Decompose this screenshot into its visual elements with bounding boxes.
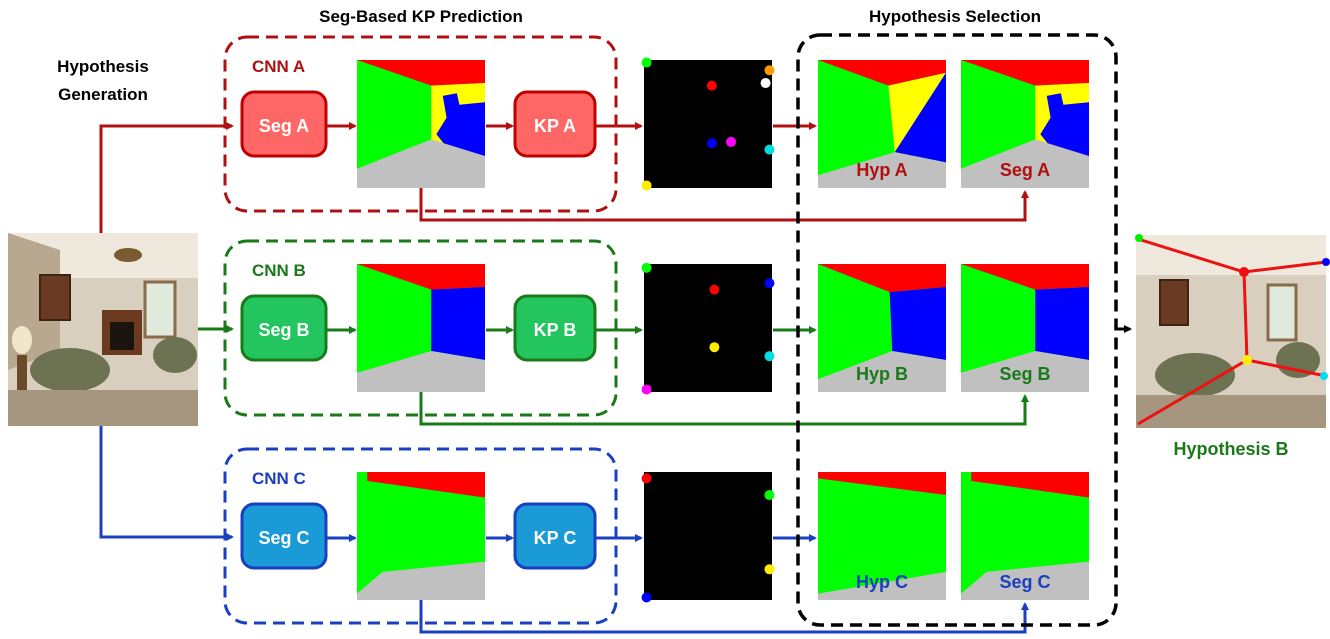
- kp-box-label-c: KP C: [534, 528, 577, 548]
- seg-map-b: [357, 264, 485, 392]
- kp-dot-b-0: [709, 284, 720, 295]
- cnn-box-a: [223, 35, 618, 213]
- hyp-sel-title: Hypothesis Selection: [869, 7, 1041, 26]
- kp-dot-a-1: [764, 65, 775, 76]
- kp-dot-c-2: [764, 564, 775, 575]
- kp-dot-c-3: [641, 592, 652, 603]
- cnn-label-a: CNN A: [252, 57, 305, 76]
- kp-map-a: [641, 57, 775, 191]
- kp-dot-a-3: [706, 138, 717, 149]
- hyp-gen-title-line2: Generation: [58, 85, 148, 104]
- kp-dot-b-3: [764, 351, 775, 362]
- cnn-box-c: [223, 447, 618, 625]
- seg-copy-label-b: Seg B: [999, 364, 1050, 384]
- row-c: CNN C Seg C KP C Hyp C Seg C: [223, 447, 1089, 634]
- hyp-map-b: [818, 264, 946, 392]
- kp-dot-a-7: [641, 180, 652, 191]
- seg-copy-label-c: Seg C: [999, 572, 1050, 592]
- cnn-label-b: CNN B: [252, 261, 306, 280]
- hyp-label-c: Hyp C: [856, 572, 908, 592]
- hyp-map-c: [818, 472, 946, 600]
- kp-dot-a-0: [706, 80, 717, 91]
- kp-dot-a-5: [764, 144, 775, 155]
- seg-copy-a: [961, 60, 1089, 188]
- kp-box-a: [513, 90, 597, 158]
- kp-dot-b-5: [641, 384, 652, 395]
- row-b: CNN B Seg B KP B Hyp B Seg B: [223, 239, 1089, 426]
- hyp-label-b: Hyp B: [856, 364, 908, 384]
- kp-dot-c-1: [764, 490, 775, 501]
- seg-box-c: [240, 502, 328, 570]
- kp-dot-b-4: [641, 262, 652, 273]
- seg-box-label-c: Seg C: [258, 528, 309, 548]
- kp-dot-a-4: [726, 136, 737, 147]
- seg-box-label-b: Seg B: [258, 320, 309, 340]
- kp-box-b: [513, 294, 597, 362]
- cnn-label-c: CNN C: [252, 469, 306, 488]
- input-room-photo: [8, 233, 198, 426]
- kp-map-c: [641, 472, 775, 603]
- kp-box-c: [513, 502, 597, 570]
- seg-map-c: [357, 472, 485, 600]
- hyp-label-a: Hyp A: [856, 160, 907, 180]
- seg-map-a: [357, 60, 485, 188]
- hyp-gen-title-line1: Hypothesis: [57, 57, 149, 76]
- kp-dot-a-6: [641, 57, 652, 68]
- cnn-box-b: [223, 239, 618, 417]
- kp-dot-b-2: [709, 342, 720, 353]
- seg-box-label-a: Seg A: [259, 116, 309, 136]
- seg-copy-b: [961, 264, 1089, 392]
- output-room-with-layout: [1135, 234, 1330, 428]
- kp-box-label-a: KP A: [534, 116, 576, 136]
- hyp-map-a: [818, 60, 946, 188]
- kp-map-b: [641, 262, 775, 395]
- seg-copy-c: [961, 472, 1089, 600]
- kp-box-label-b: KP B: [534, 320, 577, 340]
- kp-dot-b-1: [764, 278, 775, 289]
- hypothesis-selection-box: [796, 33, 1118, 627]
- seg-copy-label-a: Seg A: [1000, 160, 1050, 180]
- kp-dot-c-0: [641, 473, 652, 484]
- row-a: CNN A Seg A KP A Hyp A Seg A: [223, 35, 1089, 222]
- kp-dot-a-2: [760, 78, 771, 89]
- seg-box-a: [240, 90, 328, 158]
- seg-kp-title: Seg-Based KP Prediction: [319, 7, 523, 26]
- seg-box-b: [240, 294, 328, 362]
- output-label: Hypothesis B: [1173, 439, 1288, 459]
